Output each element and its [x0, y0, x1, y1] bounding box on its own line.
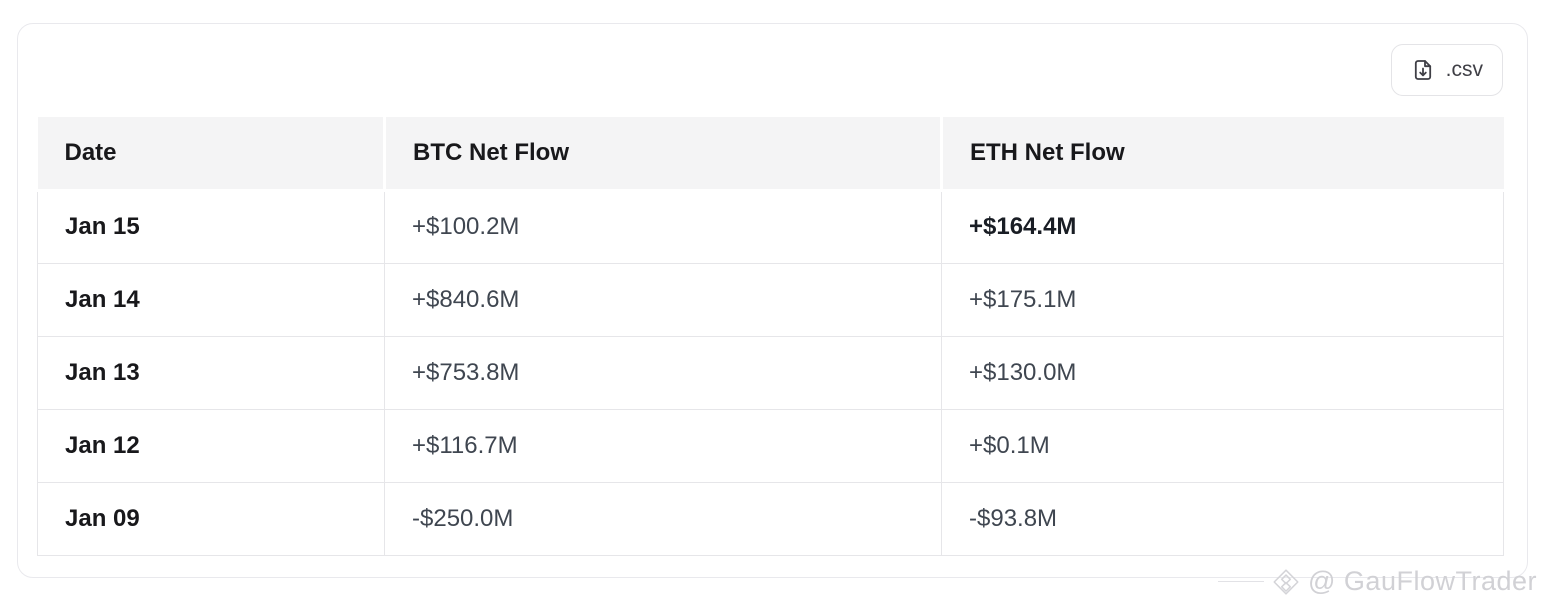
eth-net-flow-cell: +$164.4M	[941, 189, 1504, 264]
btc-net-flow-cell: -$250.0M	[384, 481, 942, 556]
date-cell: Jan 15	[37, 189, 385, 264]
btc-net-flow-cell: +$753.8M	[384, 335, 942, 410]
table-row: Jan 13 +$753.8M +$130.0M	[37, 335, 1504, 410]
table-row: Jan 09 -$250.0M -$93.8M	[37, 481, 1504, 556]
column-header-date: Date	[37, 117, 385, 192]
column-header-btc-net-flow: BTC Net Flow	[383, 117, 942, 192]
btc-net-flow-cell: +$116.7M	[384, 408, 942, 483]
table-row: Jan 12 +$116.7M +$0.1M	[37, 408, 1504, 483]
net-flow-table: Date BTC Net Flow ETH Net Flow Jan 15 +$…	[37, 117, 1504, 556]
column-header-eth-net-flow: ETH Net Flow	[940, 117, 1504, 192]
date-cell: Jan 09	[37, 481, 385, 556]
table-row: Jan 14 +$840.6M +$175.1M	[37, 262, 1504, 337]
eth-net-flow-cell: +$175.1M	[941, 262, 1504, 337]
btc-net-flow-cell: +$840.6M	[384, 262, 942, 337]
btc-net-flow-cell: +$100.2M	[384, 189, 942, 264]
table-header: Date BTC Net Flow ETH Net Flow	[37, 117, 1504, 192]
csv-button-label: .csv	[1445, 58, 1483, 81]
table-body: Jan 15 +$100.2M +$164.4M Jan 14 +$840.6M…	[37, 189, 1504, 556]
table-row: Jan 15 +$100.2M +$164.4M	[37, 189, 1504, 264]
eth-net-flow-cell: +$0.1M	[941, 408, 1504, 483]
net-flow-card: .csv Date BTC Net Flow ETH Net Flow Jan …	[17, 23, 1528, 578]
date-cell: Jan 13	[37, 335, 385, 410]
watermark-line	[1218, 580, 1265, 583]
eth-net-flow-cell: -$93.8M	[941, 481, 1504, 556]
header-row: Date BTC Net Flow ETH Net Flow	[37, 117, 1504, 192]
date-cell: Jan 12	[37, 408, 385, 483]
file-download-icon	[1411, 58, 1435, 82]
csv-download-button[interactable]: .csv	[1390, 44, 1503, 96]
date-cell: Jan 14	[37, 262, 385, 337]
eth-net-flow-cell: +$130.0M	[941, 335, 1504, 410]
